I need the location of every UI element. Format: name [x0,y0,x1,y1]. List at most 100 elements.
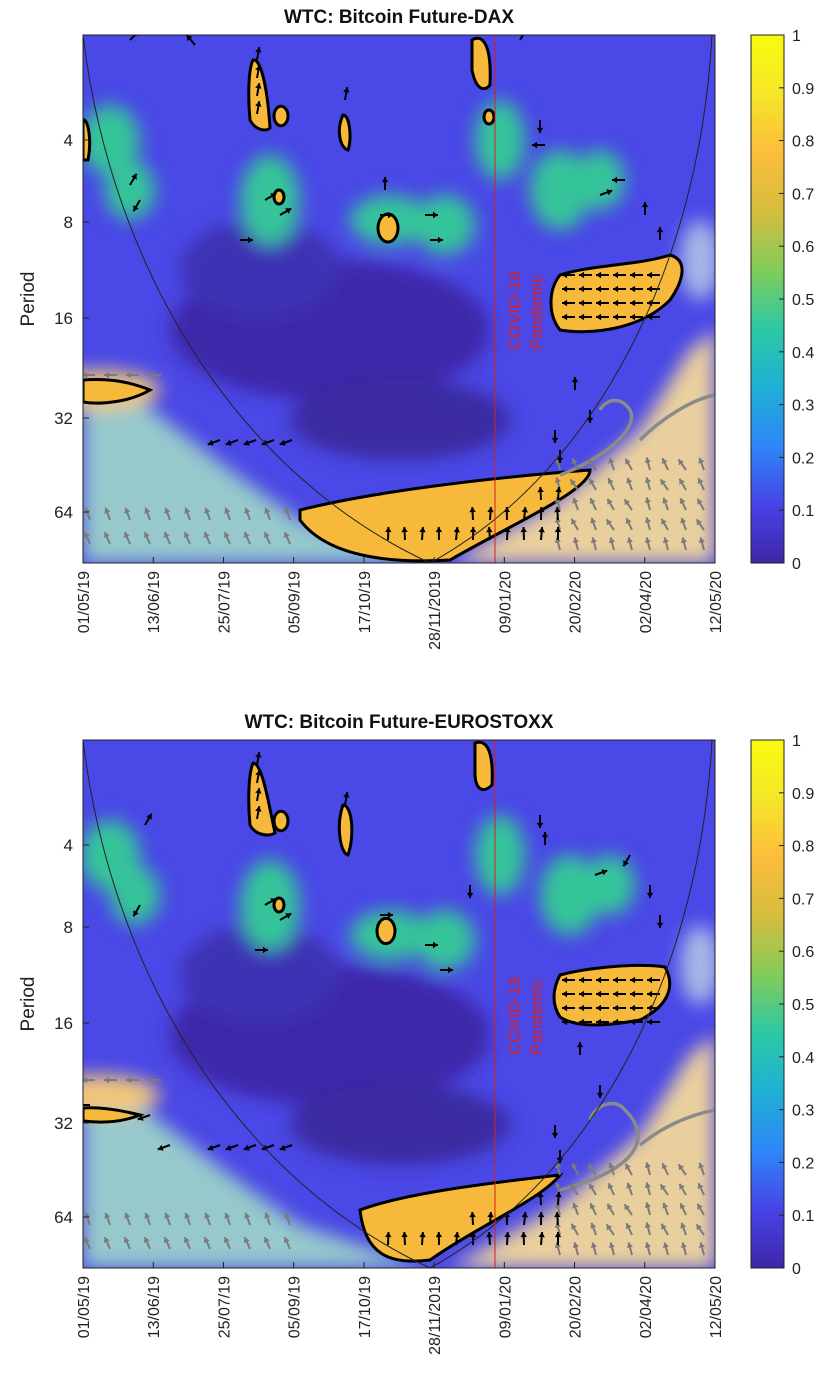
y-tick-label: 32 [54,409,73,428]
phase-arrow [425,211,438,219]
coherence-area [180,220,340,320]
colorbar-tick-label: 0.5 [792,997,814,1014]
phase-arrow [579,313,592,321]
phase-arrow [697,477,705,491]
phase-arrow [401,526,408,541]
phase-arrow [263,531,271,545]
phase-arrow [255,806,262,820]
phase-arrow [698,457,705,471]
y-tick-label: 8 [64,213,73,232]
phase-arrow [626,1242,634,1256]
y-tick-label: 4 [64,131,73,150]
phase-arrow [579,285,592,293]
covid-annotation-line2: Pandemic [527,979,546,1055]
phase-arrow [123,1236,131,1250]
phase-arrow [607,477,615,491]
phase-arrow [124,507,131,521]
significant-region [247,58,272,132]
x-tick-label: 01/05/19 [76,1276,93,1338]
x-tick-label: 17/10/19 [357,571,374,633]
phase-arrow [562,299,575,307]
phase-arrow [520,1231,527,1246]
phase-arrow [647,976,660,984]
phase-arrow [124,1212,131,1226]
colorbar-tick-label: 0.9 [792,81,814,98]
phase-arrow [224,1212,231,1226]
phase-arrow [562,1004,575,1012]
y-tick-label: 64 [54,1208,73,1227]
colorbar-tick-label: 0.7 [792,891,814,908]
phase-arrow [608,1242,616,1256]
phase-arrow [698,1242,706,1256]
x-tick-label: 12/05/20 [708,1276,725,1338]
phase-arrow [224,507,231,521]
significant-region [376,212,400,244]
phase-arrow [661,457,669,471]
coherence-area [680,925,715,1005]
phase-arrow [613,313,626,321]
phase-arrow [401,1231,408,1246]
phase-arrow [647,1018,660,1026]
significant-region [83,1106,145,1124]
colorbar-tick-label: 0.2 [792,450,814,467]
significant-region [298,468,592,563]
phase-arrow [466,885,474,898]
coherence-area [83,370,430,563]
significant-region [473,740,494,792]
phase-arrow [104,1212,111,1226]
x-tick-label: 28/11/2019 [427,1276,444,1355]
phase-arrow [223,1236,231,1250]
phase-arrow [596,1004,609,1012]
phase-arrow [83,1236,91,1250]
phase-arrow [576,1042,584,1055]
phase-arrow [596,990,609,998]
phase-arrow [385,526,392,541]
phase-arrow [279,439,293,446]
phase-arrow [662,497,669,511]
coherence-area [240,860,300,950]
phase-arrow [203,531,211,545]
coherence-heatmap: COVID-19 Pandemic [83,740,715,1268]
phase-arrow [555,486,562,501]
wtc-chart-eurostoxx: WTC: Bitcoin Future-EUROSTOXX COVID-19 Pan… [0,705,825,1385]
phase-arrow [656,915,664,928]
phase-arrow [613,299,626,307]
phase-arrow [143,531,151,545]
colorbar-tick-label: 0.1 [792,503,814,520]
phase-arrow [587,458,597,471]
phase-arrow [572,537,580,551]
phase-arrow [679,497,687,511]
phase-arrow [469,506,476,521]
phase-arrow [562,271,575,279]
phase-arrow [630,990,643,998]
phase-arrow [644,1162,652,1176]
phase-arrow [626,537,634,551]
phase-arrow [264,192,277,201]
x-tick-label: 28/11/2019 [427,571,444,650]
plot-frame [82,739,716,1269]
phase-arrow [83,531,91,545]
phase-arrow [659,1183,669,1196]
phase-arrow [126,371,139,379]
phase-arrow [570,518,579,531]
coherence-area [290,1085,510,1165]
phase-arrow [662,537,670,551]
colorbar-tick-label: 0.4 [792,345,814,362]
phase-arrow [283,1236,291,1250]
phase-arrow [678,478,687,491]
phase-arrow [630,285,643,293]
phase-arrow [144,813,153,826]
phase-arrow [164,507,171,521]
phase-arrow [537,506,545,521]
phase-arrow [644,1242,652,1256]
colorbar-tick-label: 1 [792,733,801,750]
chart-title: WTC: Bitcoin Future-DAX [284,7,514,28]
colorbar [750,34,785,564]
phase-arrow [696,1203,705,1216]
significant-region [272,896,286,914]
phase-arrow [183,1236,191,1250]
phase-arrow [243,1236,251,1250]
phase-arrow [137,1114,151,1121]
phase-arrow [148,371,161,379]
significant-region [358,1173,564,1263]
